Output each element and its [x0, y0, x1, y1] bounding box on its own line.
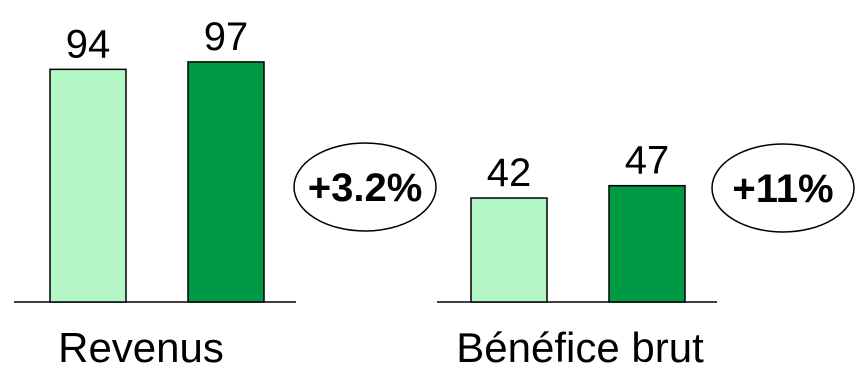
- value-label-benefice-brut-previous: 42: [487, 151, 532, 195]
- bar-benefice-brut-previous: [470, 197, 548, 303]
- bar-revenus-previous: [49, 68, 127, 303]
- change-label-benefice-brut: +11%: [732, 167, 833, 211]
- change-badge-benefice-brut: [711, 143, 855, 233]
- value-label-revenus-previous: 94: [66, 22, 111, 66]
- category-label-benefice-brut: Bénéfice brut: [456, 324, 704, 369]
- bar-revenus-current: [187, 61, 265, 303]
- bar-benefice-brut-current: [608, 184, 686, 303]
- chart-revenus: 94 97 +3.2% Revenus: [14, 15, 437, 369]
- category-label-revenus: Revenus: [58, 324, 224, 369]
- change-label-revenus: +3.2%: [308, 166, 423, 210]
- change-badge-revenus: [293, 142, 437, 232]
- value-label-benefice-brut-current: 47: [625, 139, 670, 183]
- value-label-revenus-current: 97: [204, 15, 249, 59]
- chart-benefice-brut: 42 47 +11% Bénéfice brut: [437, 139, 855, 369]
